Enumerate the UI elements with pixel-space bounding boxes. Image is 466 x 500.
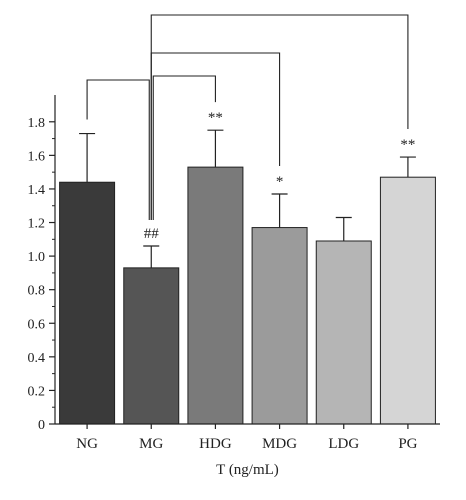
x-label-ldg: LDG xyxy=(328,436,359,452)
bars-group xyxy=(59,166,436,425)
x-label-ng: NG xyxy=(76,436,98,452)
significance-pg: ** xyxy=(400,137,415,153)
y-tick-label-7: 1.4 xyxy=(28,183,46,198)
bar-mg xyxy=(123,267,180,425)
y-ticks: 0 0.2 0.4 0.6 0.8 1.0 1.2 1.4 1.6 1.8 xyxy=(28,116,55,433)
bar-hdg xyxy=(187,166,244,425)
y-tick-label-9: 1.8 xyxy=(28,116,46,131)
significance-labels: ##***** xyxy=(144,110,416,242)
comparison-brackets xyxy=(86,14,409,221)
y-tick-label-6: 1.2 xyxy=(28,217,46,232)
significance-mdg: * xyxy=(276,174,284,190)
y-tick-label-3: 0.6 xyxy=(28,317,46,332)
bracket-mg-pg xyxy=(150,14,409,221)
y-tick-label-5: 1.0 xyxy=(28,250,46,265)
y-tick-label-2: 0.4 xyxy=(28,351,46,366)
error-bars-group xyxy=(79,129,416,268)
bar-ldg xyxy=(315,240,372,425)
bracket-mg-hdg xyxy=(152,75,216,221)
bar-pg xyxy=(379,176,436,425)
bracket-mg-ng xyxy=(86,79,150,221)
y-tick-label-0: 0 xyxy=(38,418,45,433)
x-label-mdg: MDG xyxy=(262,436,297,452)
y-tick-label-1: 0.2 xyxy=(28,384,46,399)
y-tick-label-4: 0.8 xyxy=(28,284,46,299)
bar-ng xyxy=(59,181,116,425)
y-tick-label-8: 1.6 xyxy=(28,149,46,164)
bar-mdg xyxy=(251,227,308,425)
x-label-pg: PG xyxy=(398,436,417,452)
x-category-labels: NG MG HDG MDG LDG PG xyxy=(76,424,418,452)
significance-mg: ## xyxy=(144,226,160,242)
x-label-mg: MG xyxy=(139,436,163,452)
x-label-hdg: HDG xyxy=(199,436,232,452)
axes xyxy=(54,95,440,425)
significance-hdg: ** xyxy=(208,110,223,126)
x-axis-title: T (ng/mL) xyxy=(216,462,279,478)
